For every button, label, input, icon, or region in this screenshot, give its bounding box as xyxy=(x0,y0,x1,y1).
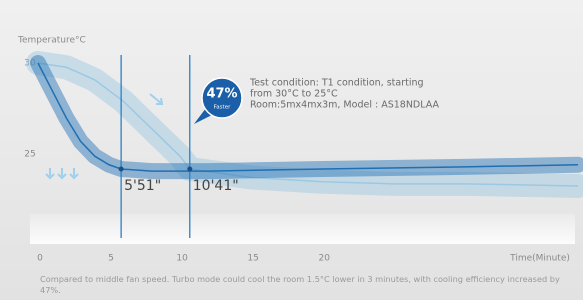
x-tick-label: 15 xyxy=(247,254,258,264)
chart: Temperature°C Time(Minute) 47% Faster 30… xyxy=(0,0,583,300)
footnote: Compared to middle fan speed. Turbo mode… xyxy=(40,274,580,296)
marker-dot xyxy=(187,167,192,172)
x-tick-label: 10 xyxy=(176,254,188,264)
annotation: Test condition: T1 condition, starting xyxy=(249,78,424,89)
badge-percent: 47% xyxy=(206,87,237,102)
badge-caption: Faster xyxy=(214,105,231,111)
x-axis-label: Time(Minute) xyxy=(509,254,570,264)
y-axis-label: Temperature°C xyxy=(17,36,86,46)
x-tick-label: 5 xyxy=(108,254,114,264)
marker-label: 5'51" xyxy=(124,178,161,194)
x-tick-label: 20 xyxy=(318,254,330,264)
floor xyxy=(30,214,575,244)
marker-dot xyxy=(119,167,124,172)
annotation: from 30°C to 25°C xyxy=(250,89,338,100)
y-tick-label: 25 xyxy=(24,150,35,160)
marker-label: 10'41" xyxy=(193,178,239,194)
badge: 47% Faster xyxy=(194,78,242,124)
x-tick-label: 0 xyxy=(37,254,43,264)
annotation: Room:5mx4mx3m, Model : AS18NDLAA xyxy=(250,100,440,111)
page: Temperature°C Time(Minute) 47% Faster 30… xyxy=(0,0,583,300)
